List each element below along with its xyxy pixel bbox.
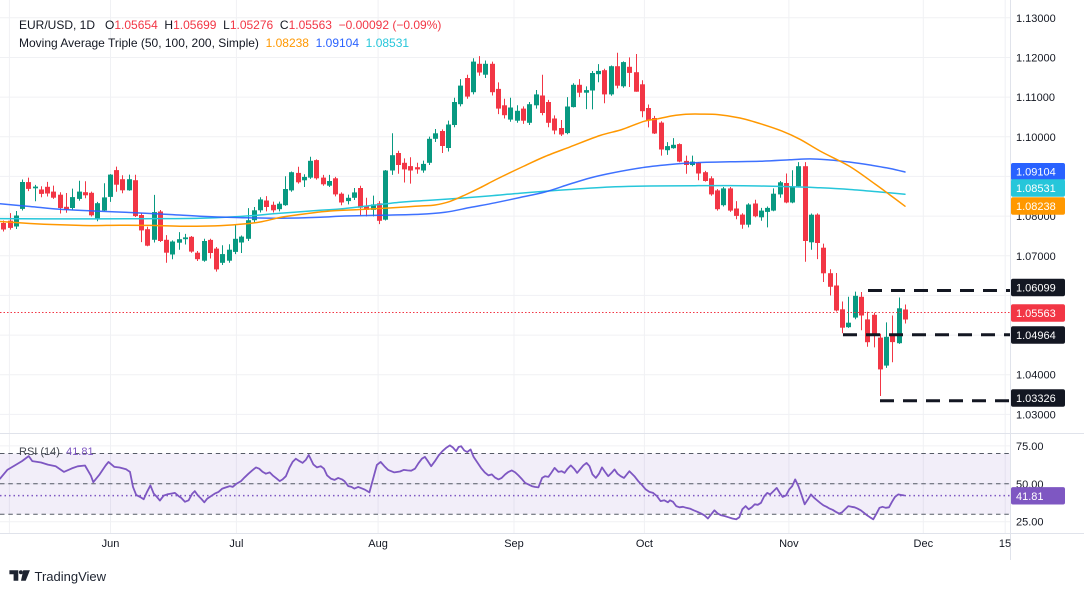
svg-text:1.13000: 1.13000 [1016, 13, 1056, 25]
svg-text:Sep: Sep [504, 538, 524, 550]
svg-text:1.12000: 1.12000 [1016, 53, 1056, 65]
svg-text:41.81: 41.81 [1016, 491, 1044, 503]
svg-text:25.00: 25.00 [1016, 517, 1044, 529]
svg-text:1.04964: 1.04964 [1016, 330, 1056, 342]
svg-text:75.00: 75.00 [1016, 441, 1044, 453]
svg-text:Moving Average Triple (50, 100: Moving Average Triple (50, 100, 200, Sim… [19, 36, 409, 50]
svg-text:1.08531: 1.08531 [1016, 183, 1056, 195]
svg-text:Aug: Aug [368, 538, 388, 550]
svg-text:Dec: Dec [914, 538, 934, 550]
svg-text:Nov: Nov [779, 538, 799, 550]
svg-text:Oct: Oct [636, 538, 653, 550]
svg-text:15: 15 [999, 538, 1011, 550]
svg-text:1.10000: 1.10000 [1016, 132, 1056, 144]
svg-text:1.08238: 1.08238 [1016, 201, 1056, 213]
svg-text:Jul: Jul [229, 538, 243, 550]
svg-text:Jun: Jun [102, 538, 120, 550]
svg-text:1.03326: 1.03326 [1016, 393, 1056, 405]
svg-text:1.11000: 1.11000 [1016, 92, 1055, 104]
svg-text:1.04000: 1.04000 [1016, 370, 1056, 382]
svg-text:TradingView: TradingView [35, 569, 107, 584]
svg-text:1.03000: 1.03000 [1016, 409, 1056, 421]
svg-text:1.05563: 1.05563 [1016, 308, 1056, 320]
svg-text:1.06099: 1.06099 [1016, 283, 1056, 295]
svg-text:EUR/USD, 1D O1.05654 H1.056: EUR/USD, 1D O1.05654 H1.05699 L1.05276 C… [19, 18, 441, 32]
svg-text:RSI (14) 41.81: RSI (14) 41.81 [19, 446, 94, 458]
svg-text:1.09104: 1.09104 [1016, 167, 1056, 179]
svg-text:1.07000: 1.07000 [1016, 251, 1056, 263]
